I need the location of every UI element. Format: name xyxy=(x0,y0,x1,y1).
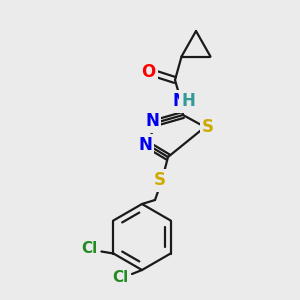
Text: N: N xyxy=(138,136,152,154)
Text: O: O xyxy=(141,63,155,81)
Text: S: S xyxy=(202,118,214,136)
Text: N: N xyxy=(172,92,186,110)
Text: S: S xyxy=(154,171,166,189)
Text: Cl: Cl xyxy=(112,271,128,286)
Text: Cl: Cl xyxy=(81,241,98,256)
Text: H: H xyxy=(181,92,195,110)
Text: N: N xyxy=(145,112,159,130)
